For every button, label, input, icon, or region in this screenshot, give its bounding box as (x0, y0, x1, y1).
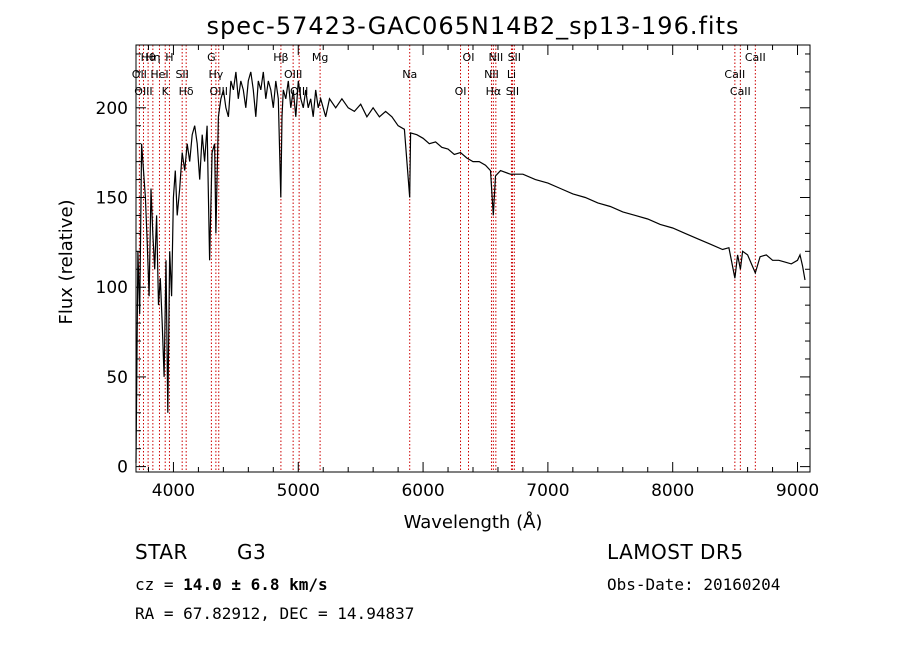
chart-title: spec-57423-GAC065N14B2_sp13-196.fits (206, 12, 739, 40)
y-tick-label: 50 (106, 368, 128, 388)
spectrum-line (135, 71, 806, 464)
object-class: STAR (135, 540, 188, 564)
x-tick-label: 6000 (401, 481, 444, 501)
survey-name: LAMOST DR5 (607, 540, 744, 564)
marker-label: OI (455, 85, 467, 98)
marker-label: CaII (730, 85, 751, 98)
marker-label: SII (506, 85, 519, 98)
marker-label: SII (508, 51, 521, 64)
y-tick-label: 150 (96, 189, 128, 209)
coordinates: RA = 67.82912, DEC = 14.94837 (135, 604, 415, 623)
redshift-cz: cz = 14.0 ± 6.8 km/s (135, 575, 328, 594)
marker-label: Na (402, 68, 417, 81)
y-tick-label: 200 (96, 99, 128, 119)
marker-label: NII (488, 51, 503, 64)
subclass: G3 (237, 540, 267, 564)
marker-label: Hβ (273, 51, 288, 64)
plot-axes (135, 44, 811, 473)
marker-label: Li (507, 68, 516, 81)
marker-label: Hθ (141, 51, 156, 64)
marker-label: CaII (745, 51, 766, 64)
marker-label: Hη (145, 51, 160, 64)
marker-label: CaII (724, 68, 745, 81)
marker-label: OI (463, 51, 475, 64)
marker-label: OIII (134, 85, 152, 98)
x-tick-label: 9000 (776, 481, 819, 501)
marker-label: H (165, 51, 173, 64)
tick-labels: 4000 5000 6000 7000 8000 9000 0 50 100 150 200 (96, 99, 820, 501)
x-tick-label: 4000 (152, 481, 195, 501)
marker-label: Hα (486, 85, 502, 98)
y-axis-label: Flux (relative) (56, 199, 77, 324)
marker-label: Hδ (179, 85, 194, 98)
marker-label: Hγ (208, 68, 223, 81)
x-tick-label: 7000 (526, 481, 569, 501)
marker-label: G (207, 51, 216, 64)
marker-label: SII (175, 68, 188, 81)
observation-date: Obs-Date: 20160204 (607, 575, 781, 594)
marker-label: OIII (284, 68, 302, 81)
x-tick-label: 5000 (277, 481, 320, 501)
y-tick-label: 100 (96, 278, 128, 298)
marker-label: OIII (290, 85, 308, 98)
line-markers (138, 45, 756, 472)
marker-label: K (162, 85, 170, 98)
marker-label: OIII (210, 85, 228, 98)
marker-label: HeI (150, 68, 168, 81)
x-tick-label: 8000 (651, 481, 694, 501)
cz-label: cz = (135, 575, 184, 594)
plot-frame (135, 44, 811, 473)
x-axis-label: Wavelength (Å) (404, 511, 543, 533)
cz-value: 14.0 ± 6.8 km/s (183, 575, 328, 594)
y-tick-label: 0 (117, 458, 128, 478)
marker-label: OII (132, 68, 147, 81)
line-marker-labels: HθOIIOIIIHηHeIKHSIIHδGHγOIIIHβOIIIOIIIMg… (132, 51, 766, 98)
marker-label: NII (484, 68, 499, 81)
marker-label: Mg (312, 51, 328, 64)
